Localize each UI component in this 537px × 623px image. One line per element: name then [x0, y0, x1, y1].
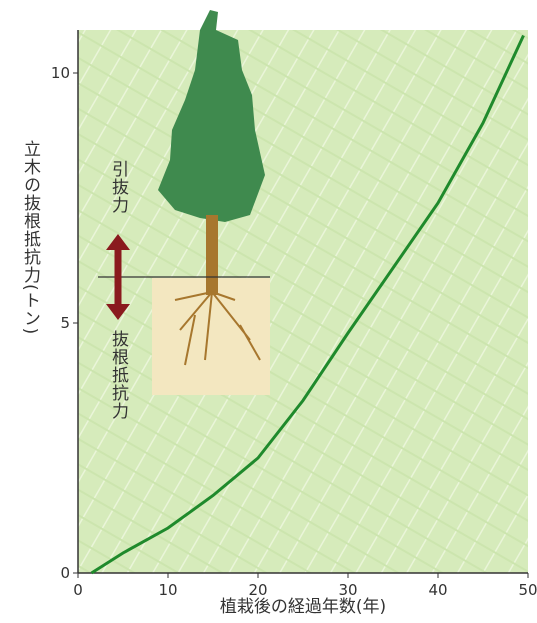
annotation: 抜根抵抗力: [108, 330, 129, 420]
x-tick-label: 0: [73, 581, 83, 599]
tree-crown: [158, 10, 265, 222]
annotation: 引抜力: [108, 160, 129, 214]
roots: [174, 291, 261, 366]
plot-texture: [78, 30, 528, 573]
x-tick-label: 20: [248, 581, 267, 599]
y-tick-label: 10: [51, 64, 70, 82]
data-line: [90, 34, 525, 575]
x-tick-label: 40: [428, 581, 447, 599]
trunk: [206, 215, 218, 295]
x-axis-label: 植栽後の経過年数(年): [220, 597, 386, 617]
y-tick-label: 5: [60, 314, 70, 332]
x-tick-label: 10: [158, 581, 177, 599]
x-tick-label: 50: [518, 581, 537, 599]
y-axis-label: 立木の抜根抵抗力(トン): [20, 140, 41, 335]
y-tick-label: 0: [60, 564, 70, 582]
tree-illustration: [98, 10, 270, 395]
x-tick-label: 30: [338, 581, 357, 599]
